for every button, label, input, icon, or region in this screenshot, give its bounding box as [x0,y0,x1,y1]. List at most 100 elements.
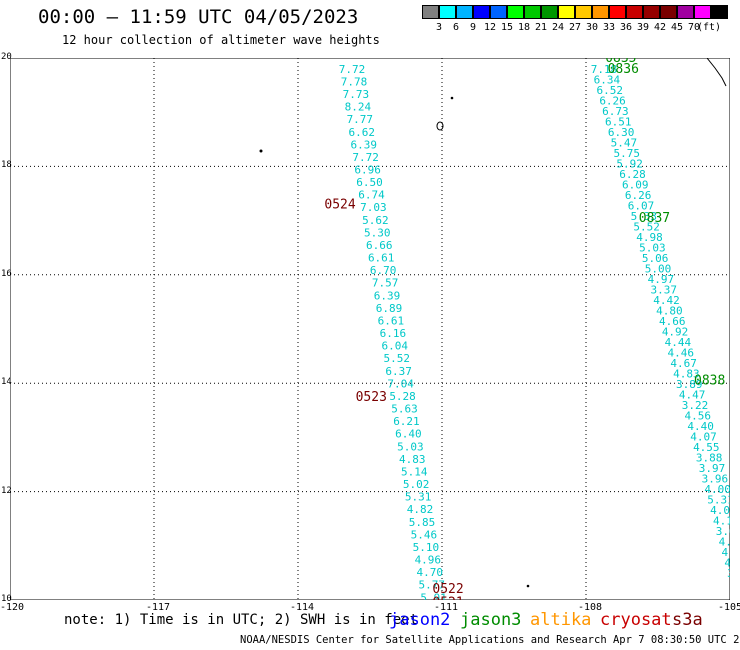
wave-height-value: 6.52 [596,84,623,97]
wave-height-value: 7.18 [591,63,618,76]
scale-label: 27 [568,22,582,33]
wave-height-value: 7.72 [339,63,366,76]
wave-height-value: 4.98 [636,231,663,244]
wave-height-value: 5.85 [409,516,436,529]
map-plot: 7.72 7.78 7.73 8.24 7.77 6.62 6.39 7.72 6.96 6.50… [9,51,740,611]
wave-height-value: 5.14 [401,465,428,478]
wave-height-value: 4.47 [679,389,706,402]
wave-height-value: 7.73 [343,88,370,101]
scale-swatch [490,5,507,19]
y-tick-label: 14 [1,377,12,388]
scale-label: 45 [670,22,684,33]
wave-height-value: 6.70 [370,264,397,277]
pass-time-label: 0521 [432,596,463,600]
scale-swatch [609,5,626,19]
y-tick-label: 20 [1,52,12,62]
wave-height-value: 4.83 [673,368,700,381]
wave-height-value: 6.26 [625,189,652,202]
map-grid [10,58,730,600]
scale-swatch [575,5,592,19]
wave-height-value: 4.96 [415,554,442,567]
map-frame [9,57,731,601]
scale-label: 6 [452,22,460,33]
y-tick-label: 18 [1,160,12,171]
wave-height-value: 4.92 [662,326,689,339]
y-tick-label: 12 [1,485,12,496]
wave-height-value: 5.30 [364,226,391,239]
satellite-legend-s3a: s3a [672,610,703,630]
wave-height-value: 6.66 [366,239,393,252]
wave-height-value: 5.33 [631,210,658,223]
wave-height-value: 4.44 [665,336,692,349]
scale-swatch [694,5,711,19]
scale-label: 15 [500,22,514,33]
island-socorro [436,121,444,131]
scale-label: 18 [517,22,531,33]
wave-height-value: 4.97 [648,273,675,286]
wave-height-value: 5.00 [645,262,672,275]
wave-height-value: 3.22 [682,399,709,412]
wave-height-value: 3.97 [699,462,726,475]
wave-height-value: 5.52 [633,220,660,233]
wave-height-value: 6.04 [382,340,409,353]
wave-height-value: 4.67 [670,357,697,370]
scale-swatch [711,5,728,19]
scale-label: 12 [483,22,497,33]
wave-height-value: 4.55 [693,441,720,454]
note-text: note: 1) Time is in UTC; 2) SWH is in fe… [64,612,419,628]
pass-time-label: 0836 [608,62,639,77]
wave-height-value: 5.63 [391,403,418,416]
wave-height-value: 5.10 [413,541,440,554]
scale-label: 33 [602,22,616,33]
pass-time-label: 0837 [639,211,670,226]
coastline [259,57,727,588]
wave-height-value: 5.31 [405,491,432,504]
wave-height-value: 6.34 [594,73,621,86]
x-tick-label: -105 [718,602,740,613]
wave-height-value: 5.02 [403,478,430,491]
scale-unit: (ft) [696,22,722,33]
pass-time-label: 0522 [432,582,463,597]
wave-height-value: 6.37 [385,365,412,378]
scale-swatch [507,5,524,19]
wave-height-value: 4.42 [653,294,680,307]
wave-height-value: 6.50 [356,176,383,189]
wave-height-value: 4.83 [399,453,426,466]
pass-time-label: 0838 [694,373,725,388]
island-san-benedicto [450,96,454,100]
wave-height-value: 4.70 [417,566,444,579]
wave-height-value: 5.77 [418,579,445,592]
wave-height-value: 7.77 [347,113,374,126]
scale-label: 3 [435,22,443,33]
wave-height-value: 5.03 [639,241,666,254]
wave-height-value: 3.37 [650,284,677,297]
scale-label: 39 [636,22,650,33]
satellite-legend-altika: altika [530,610,592,630]
y-tick-label: 10 [1,594,12,604]
scale-swatch [592,5,609,19]
wave-height-value: 4.07 [690,431,717,444]
x-tick-label: -117 [146,602,171,613]
scale-swatch [541,5,558,19]
wave-height-value: 6.61 [378,314,405,327]
footer-credit: NOAA/NESDIS Center for Satellite Applica… [240,634,740,646]
scale-swatch [660,5,677,19]
wave-height-value: 7.03 [360,201,387,214]
wave-height-value: 6.89 [376,302,403,315]
wave-height-value: 4.00 [704,483,730,496]
wave-height-value: 6.39 [350,138,377,151]
wave-height-value: 6.39 [374,289,401,302]
wave-height-value: 4.80 [656,305,683,318]
scale-label: 21 [534,22,548,33]
scale-swatch [456,5,473,19]
wave-height-value: 7.57 [372,277,399,290]
altimeter-tracks: 7.727.787.738.247.776.626.397.726.966.50… [339,63,740,604]
scale-swatch [473,5,490,19]
wave-height-value: 4.46 [668,347,695,360]
wave-height-value: 5.31 [707,494,730,507]
scale-label: 42 [653,22,667,33]
y-tick-label: 16 [1,268,12,279]
wave-height-value: 6.16 [380,327,407,340]
wave-height-value: 5.06 [642,252,669,265]
wave-height-value: 6.96 [354,163,381,176]
